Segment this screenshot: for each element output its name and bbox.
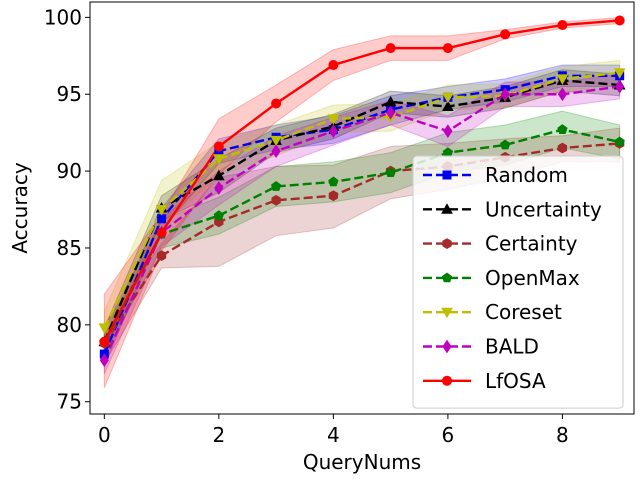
point-coreset — [98, 323, 111, 334]
point-openmax — [557, 124, 568, 134]
point-coreset — [327, 114, 340, 125]
legend-item-lfosa: LfOSA — [423, 369, 546, 393]
legend-label: Certainty — [485, 232, 578, 256]
point-bald — [615, 79, 625, 94]
series-markers — [98, 15, 626, 368]
legend-marker-openmax — [441, 272, 453, 283]
point-uncertainty — [442, 100, 454, 112]
point-openmax — [213, 210, 224, 221]
point-lfosa — [99, 336, 110, 347]
x-tick-label: 0 — [98, 423, 111, 447]
point-certainty — [271, 194, 281, 206]
x-tick-label: 2 — [212, 423, 225, 447]
point-uncertainty — [212, 169, 225, 181]
y-tick-label: 75 — [57, 390, 82, 414]
legend-marker-certainty — [442, 238, 452, 249]
point-coreset — [556, 74, 569, 85]
line-random — [103, 74, 620, 355]
line-openmax — [103, 128, 620, 343]
point-openmax — [270, 181, 282, 191]
legend-item-openmax: OpenMax — [423, 266, 580, 290]
point-lfosa — [385, 43, 396, 54]
legend-marker-lfosa — [442, 375, 452, 386]
point-coreset — [270, 135, 282, 147]
point-openmax — [385, 167, 396, 178]
line-lfosa — [103, 19, 620, 343]
band-uncertainty — [103, 69, 621, 356]
y-axis-label: Accuracy — [8, 162, 32, 253]
x-axis-label: QueryNums — [303, 450, 421, 474]
point-lfosa — [213, 141, 224, 152]
point-lfosa — [271, 98, 282, 109]
y-tick-label: 85 — [57, 236, 82, 260]
legend-label: Random — [485, 163, 568, 187]
point-lfosa — [328, 60, 339, 71]
legend-item-random: Random — [423, 163, 568, 187]
y-tick-label: 90 — [57, 159, 82, 183]
line-certainty — [103, 142, 620, 344]
point-lfosa — [614, 15, 625, 26]
point-bald — [328, 124, 338, 139]
y-tick-label: 95 — [57, 82, 82, 106]
y-tick-label: 100 — [44, 5, 82, 29]
legend-label: Uncertainty — [485, 197, 602, 221]
point-openmax — [500, 139, 511, 150]
point-certainty — [557, 142, 568, 154]
point-bald — [214, 181, 224, 195]
x-tick-label: 6 — [442, 423, 455, 447]
legend-label: LfOSA — [485, 369, 546, 393]
x-axis-ticks: 0 2 4 6 8 — [98, 414, 569, 447]
point-coreset — [613, 68, 626, 79]
legend-item-coreset: Coreset — [423, 300, 562, 324]
legend-label: BALD — [485, 335, 539, 359]
plot-area-frame — [89, 1, 635, 415]
point-lfosa — [442, 43, 453, 54]
legend: Random Uncertainty Certainty OpenMax Coreset… — [412, 155, 624, 409]
point-openmax — [614, 136, 625, 147]
point-bald — [557, 87, 568, 102]
point-openmax — [328, 176, 339, 187]
band-bald — [103, 73, 621, 375]
point-random — [157, 214, 167, 224]
line-bald — [103, 85, 620, 361]
point-bald — [386, 105, 396, 120]
point-lfosa — [156, 227, 167, 238]
point-bald — [271, 144, 281, 159]
point-coreset — [155, 205, 168, 216]
legend-marker-random — [442, 170, 452, 180]
legend-box — [412, 155, 624, 409]
legend-marker-bald — [442, 339, 452, 354]
point-certainty — [156, 250, 167, 262]
x-tick-label: 4 — [327, 423, 340, 447]
y-tick-label: 80 — [57, 313, 82, 337]
x-tick-label: 8 — [556, 423, 569, 447]
point-lfosa — [557, 20, 568, 31]
legend-label: OpenMax — [485, 266, 580, 290]
point-bald — [99, 353, 109, 368]
y-axis-ticks: 75 80 85 90 95 100 — [44, 5, 90, 414]
series-lines — [103, 19, 620, 361]
legend-item-certainty: Certainty — [423, 232, 578, 256]
line-coreset — [103, 71, 620, 329]
point-lfosa — [500, 29, 511, 40]
point-coreset — [212, 154, 225, 165]
legend-item-uncertainty: Uncertainty — [423, 197, 602, 221]
point-bald — [443, 124, 453, 139]
point-bald — [500, 87, 510, 102]
legend-marker-coreset — [441, 307, 453, 319]
legend-label: Coreset — [485, 300, 562, 324]
point-coreset — [442, 92, 454, 104]
legend-item-bald: BALD — [423, 335, 539, 359]
legend-marker-uncertainty — [441, 203, 453, 214]
line-uncertainty — [103, 79, 620, 343]
point-certainty — [328, 190, 339, 202]
